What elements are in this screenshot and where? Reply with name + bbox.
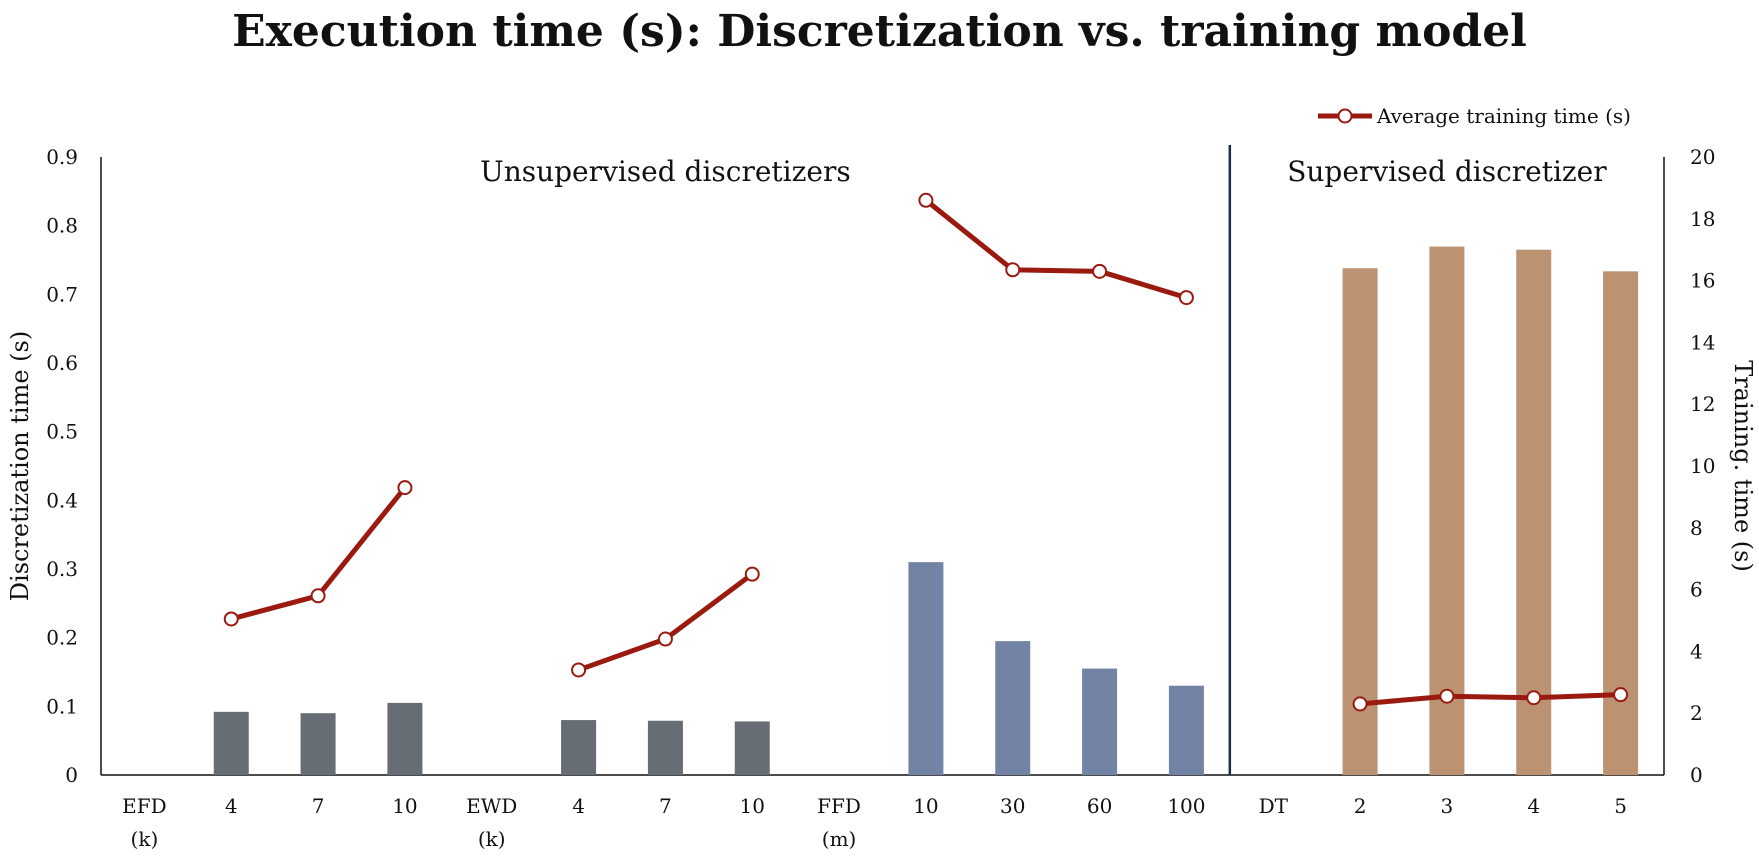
x-tick-label: 100 (1167, 794, 1205, 818)
bar (300, 713, 336, 775)
y-right-axis-title: Training. time (s) (1729, 360, 1757, 572)
section-label-supervised: Supervised discretizer (1287, 155, 1607, 188)
line-point (1005, 262, 1021, 278)
x-tick-label: 10 (392, 794, 417, 818)
line-point (1178, 290, 1194, 306)
y-right-tick-label: 4 (1690, 639, 1703, 663)
labels: Unsupervised discretizers Supervised disc… (122, 104, 1631, 851)
bar-dt (1516, 249, 1552, 775)
y-right-tick-label: 10 (1690, 454, 1715, 478)
bar (387, 702, 423, 775)
x-tick-sublabel: (k) (131, 827, 159, 851)
x-tick-label: 10 (740, 794, 765, 818)
x-tick-label: 4 (572, 794, 585, 818)
x-tick-label: 2 (1354, 794, 1367, 818)
y-right-tick-label: 8 (1690, 516, 1703, 540)
x-tick-label: FFD (817, 794, 861, 818)
y-right-tick-label: 16 (1690, 269, 1715, 293)
x-tick-label: 7 (312, 794, 325, 818)
line-point (310, 588, 326, 604)
line-point (918, 192, 934, 208)
bar (561, 720, 597, 775)
x-tick-sublabel: (k) (478, 827, 506, 851)
bar-dt (1429, 246, 1465, 776)
x-tick-label: DT (1259, 794, 1289, 818)
x-tick-label: 10 (913, 794, 938, 818)
x-tick-label: 4 (1527, 794, 1540, 818)
y-left-tick-label: 0.1 (46, 694, 78, 718)
y-right-tick-label: 6 (1690, 578, 1703, 602)
x-tick-label: 7 (659, 794, 672, 818)
y-left-tick-label: 0.6 (46, 351, 78, 375)
x-tick-label: 3 (1441, 794, 1454, 818)
x-tick-label: EWD (466, 794, 517, 818)
line-point (397, 480, 413, 496)
line-point (223, 611, 239, 627)
y-right-tick-label: 14 (1690, 330, 1715, 354)
y-left-tick-label: 0.7 (46, 282, 78, 306)
section-label-unsupervised: Unsupervised discretizers (480, 155, 851, 188)
bar (647, 720, 683, 775)
y-left-tick-label: 0.5 (46, 420, 78, 444)
bar (1082, 668, 1118, 775)
bar (734, 721, 770, 775)
training-lines (223, 192, 1629, 712)
y-left-axis-title: Discretization time (s) (6, 331, 34, 601)
x-tick-label: 30 (1000, 794, 1025, 818)
y-right-tick-label: 0 (1690, 763, 1703, 787)
legend-marker (1337, 108, 1353, 124)
bar-dt (1342, 268, 1378, 775)
y-left-tick-label: 0.8 (46, 214, 78, 238)
y-right-tick-label: 12 (1690, 392, 1715, 416)
y-left-tick-label: 0.4 (46, 488, 78, 512)
bar (995, 641, 1031, 775)
training-line-segment (1359, 692, 1621, 707)
training-line-segment (577, 572, 754, 673)
x-tick-label: 5 (1614, 794, 1627, 818)
y-right-tick-label: 2 (1690, 701, 1703, 725)
line-point (657, 631, 673, 647)
legend-label: Average training time (s) (1376, 104, 1631, 128)
line-point (1526, 690, 1542, 706)
bar (1168, 685, 1204, 775)
line-point (1439, 688, 1455, 704)
training-line-segment (924, 198, 1188, 300)
line-point (1613, 687, 1629, 703)
line-point (571, 662, 587, 678)
y-right-tick-label: 20 (1690, 145, 1715, 169)
y-right-tick-label: 18 (1690, 207, 1715, 231)
line-point (1092, 263, 1108, 279)
y-left-tick-label: 0.9 (46, 145, 78, 169)
x-tick-sublabel: (m) (822, 827, 857, 851)
x-tick-label: 4 (225, 794, 238, 818)
y-left-tick-label: 0.2 (46, 626, 78, 650)
y-left-tick-label: 0 (65, 763, 78, 787)
axes: 0 0.1 0.2 0.3 0.4 0.5 0.6 0.7 0.8 0.9 0 2 4 6 8 10 12 14 1… (6, 145, 1757, 787)
line-point (1352, 696, 1368, 712)
bar (908, 562, 944, 775)
bars (213, 246, 1639, 776)
x-tick-label: EFD (122, 794, 167, 818)
line-point (744, 566, 760, 582)
chart-title: Execution time (s): Discretization vs. t… (232, 6, 1527, 57)
bar (213, 711, 249, 775)
y-left-tick-label: 0.3 (46, 557, 78, 581)
x-tick-label: 60 (1087, 794, 1112, 818)
